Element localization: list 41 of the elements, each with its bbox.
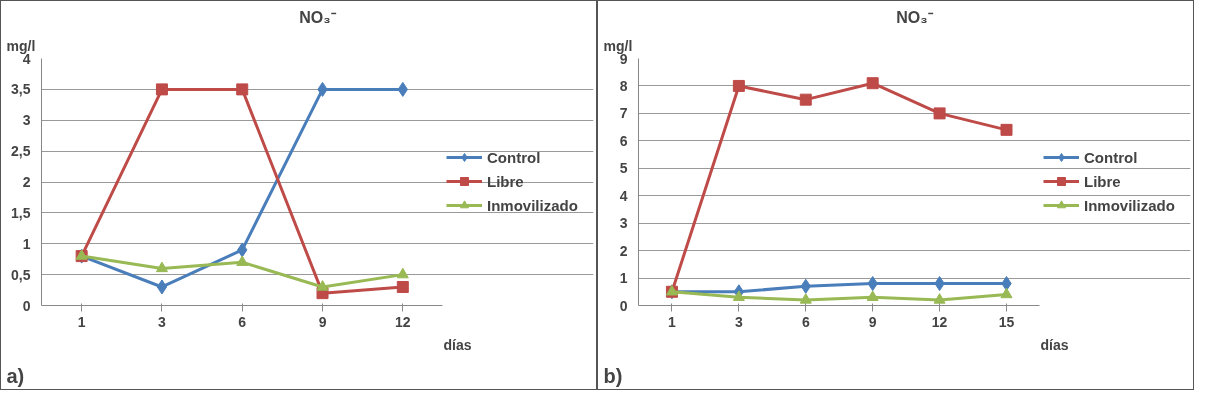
x-tick-label: 3 [734, 313, 743, 330]
y-tick-label: 2 [619, 242, 628, 259]
y-tick-label: 7 [619, 105, 628, 122]
x-tick-label: 1 [77, 313, 86, 330]
x-tick-label: 6 [801, 313, 810, 330]
x-tick-label: 6 [238, 313, 247, 330]
y-tick-label: 3 [22, 112, 31, 129]
y-tick-label: 1 [619, 270, 628, 287]
y-tick-label: 5 [619, 160, 628, 177]
legend-label: Control [487, 148, 541, 166]
chart-title: NO₃⁻ [896, 8, 934, 26]
text: a) [6, 364, 25, 387]
legend-label: Libre [1084, 172, 1121, 190]
y-tick-label: 0,5 [11, 266, 31, 283]
legend-label: Inmovilizado [487, 196, 578, 214]
y-tick-label: 1 [22, 235, 31, 252]
x-axis-title: días [443, 336, 472, 353]
legend-label: Control [1084, 148, 1138, 166]
x-tick-label: 9 [318, 313, 327, 330]
x-tick-label: 12 [931, 313, 948, 330]
y-tick-label: 1,5 [11, 204, 31, 221]
y-tick-label: 4 [619, 187, 628, 204]
x-tick-label: 12 [395, 313, 411, 330]
y-tick-label: 0 [22, 297, 31, 314]
x-tick-label: 15 [998, 313, 1015, 330]
x-tick-label: 1 [668, 313, 677, 330]
y-tick-label: 2,5 [11, 143, 31, 160]
y-tick-label: 8 [619, 77, 628, 94]
x-axis-title: días [1040, 336, 1069, 353]
x-tick-label: 9 [868, 313, 877, 330]
y-tick-label: 3 [619, 215, 628, 232]
y-tick-label: 6 [619, 132, 628, 149]
chart-title: NO₃⁻ [299, 8, 337, 26]
y-tick-label: 3,5 [11, 81, 31, 98]
y-tick-label: 2 [22, 174, 31, 190]
x-tick-label: 3 [158, 313, 167, 330]
text: b) [603, 364, 623, 387]
legend-label: Inmovilizado [1084, 196, 1175, 214]
y-tick-label: 0 [619, 297, 628, 314]
legend-label: Libre [487, 172, 524, 190]
y-axis-title: mg/l [6, 37, 36, 54]
